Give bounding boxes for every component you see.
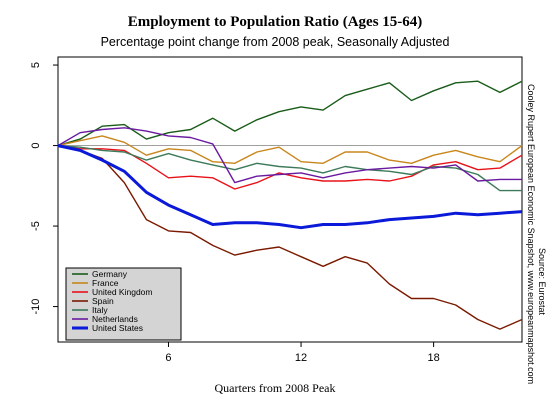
series-line-spain [57, 144, 523, 330]
x-tick-label: 12 [295, 352, 307, 364]
y-tick-label: 0 [30, 142, 42, 148]
credit-note: Cooley Rupert European Economic Snapshot… [526, 84, 536, 385]
y-tick-label: -5 [30, 221, 42, 231]
axis-ticks: 6 12 18 5 0 -5 -10 [30, 62, 440, 364]
plot-frame [57, 56, 523, 343]
legend-label: Italy [92, 305, 108, 315]
series-line-italy [57, 144, 522, 192]
chart-title: Employment to Population Ratio (Ages 15-… [127, 14, 423, 30]
series-line-netherlands [57, 127, 522, 184]
series-line-france [57, 135, 523, 165]
legend-label: Netherlands [92, 314, 138, 324]
x-tick-label: 18 [427, 352, 439, 364]
legend-label: United Kingdom [92, 287, 152, 297]
chart-subtitle: Percentage point change from 2008 peak, … [100, 35, 450, 49]
x-axis-label: Quarters from 2008 Peak [214, 381, 336, 395]
y-tick-label: -10 [30, 299, 42, 315]
series-line-united-states [57, 144, 523, 230]
legend-label: Germany [92, 269, 128, 279]
series-line-united-kingdom [57, 144, 523, 190]
y-tick-label: 5 [30, 62, 42, 68]
source-note: Source: Eurostat [537, 248, 547, 316]
legend-label: France [92, 278, 119, 288]
x-tick-label: 6 [165, 352, 171, 364]
series-line-germany [57, 80, 523, 147]
legend-label: United States [92, 323, 143, 333]
legend-label: Spain [92, 296, 114, 306]
series-lines [57, 80, 523, 330]
